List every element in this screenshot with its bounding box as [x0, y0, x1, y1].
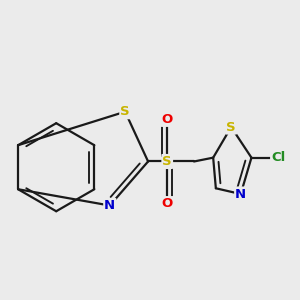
Text: N: N [104, 199, 116, 212]
Text: S: S [120, 105, 130, 118]
Text: Cl: Cl [271, 151, 285, 164]
Text: O: O [162, 197, 173, 210]
Text: S: S [162, 155, 172, 168]
Text: S: S [226, 121, 236, 134]
Text: O: O [162, 113, 173, 126]
Text: N: N [235, 188, 246, 200]
